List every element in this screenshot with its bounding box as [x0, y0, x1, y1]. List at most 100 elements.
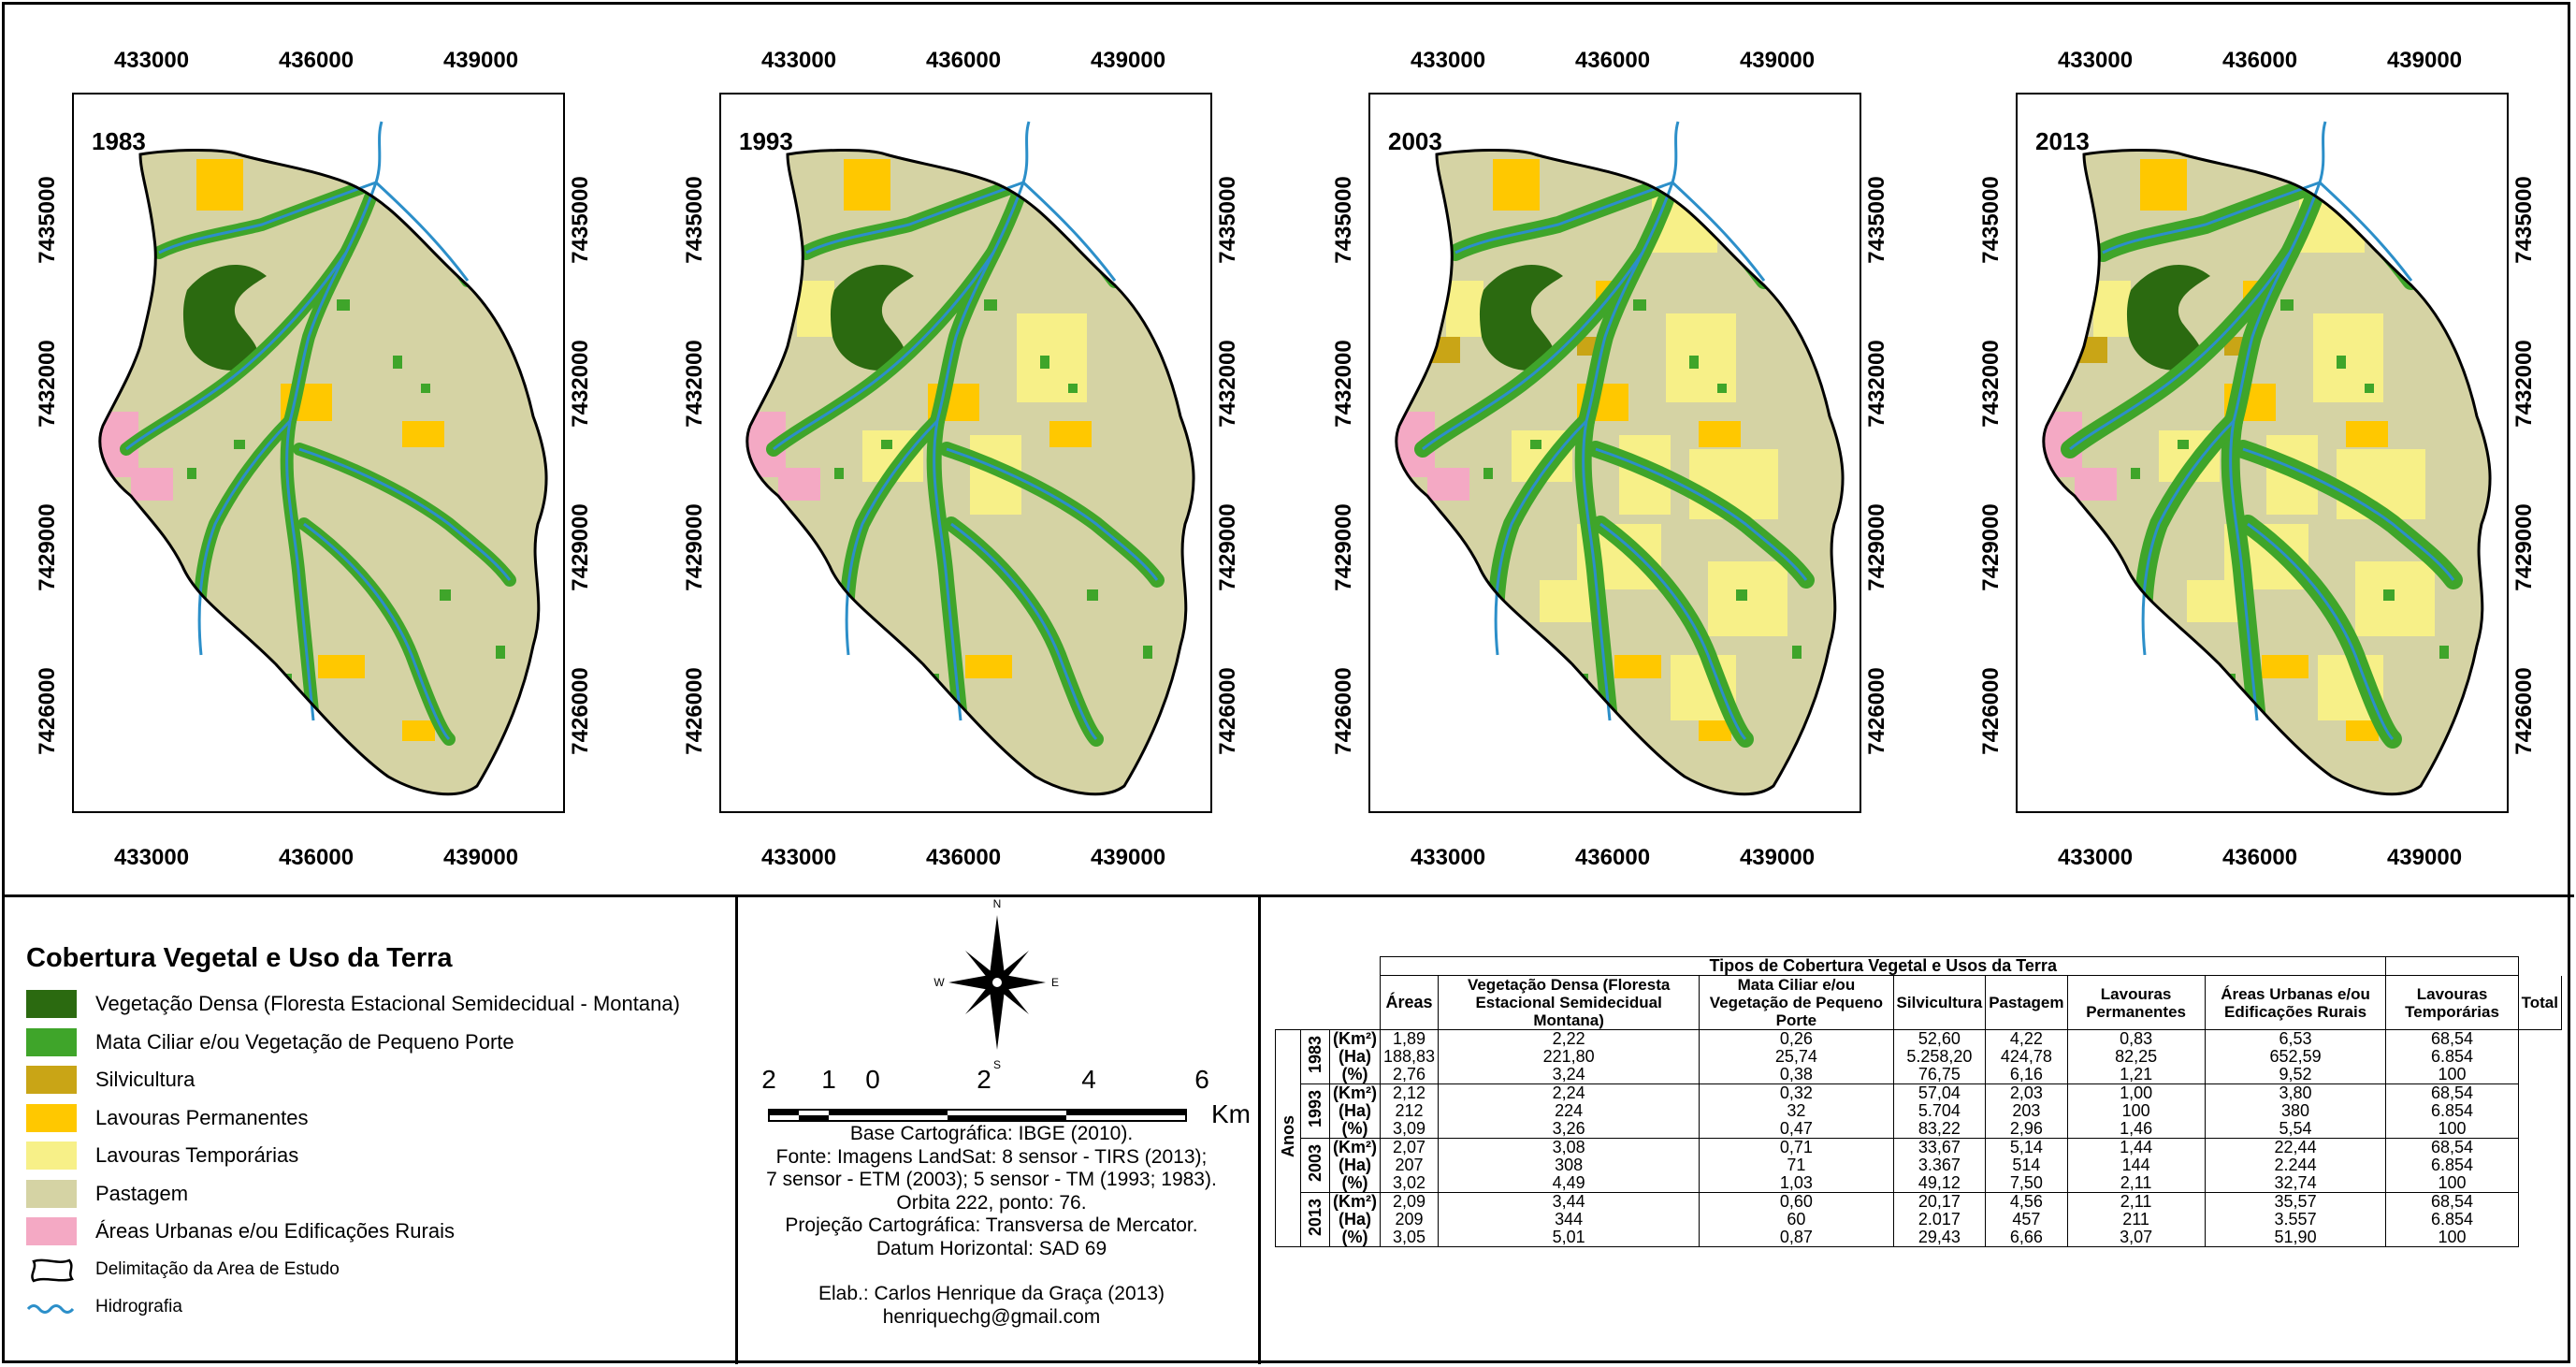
legend-item-hydro: Hidrografia — [26, 1288, 737, 1327]
scale-bar: 2 1 0 2 4 6 Km — [761, 1065, 1251, 1128]
y-tick-left: 7426000 — [35, 667, 60, 754]
y-tick-right: 7426000 — [1864, 667, 1889, 754]
mata-ciliar-patch — [834, 468, 844, 479]
table-value-cell: 1,00 — [2066, 1083, 2206, 1102]
legend-swatch — [26, 1179, 77, 1208]
table-value-cell: 3.557 — [2204, 1211, 2387, 1229]
map-2013: 2013 433000 433000 436000 436000 439000 439000… — [1978, 48, 2537, 870]
land-use-table: Tipos de Cobertura Vegetal e Usos da Ter… — [1275, 956, 2563, 1247]
river-icon — [26, 1304, 75, 1315]
mata-ciliar-patch — [1040, 356, 1049, 369]
scale-tick: 0 — [865, 1065, 880, 1094]
table-value-cell: 100 — [2066, 1102, 2206, 1120]
x-tick-bottom: 433000 — [114, 845, 189, 870]
river-line — [933, 420, 962, 721]
table-unit-cell: (Ha) — [1329, 1048, 1381, 1066]
scale-tick: 1 — [821, 1065, 836, 1094]
river-line — [285, 420, 315, 721]
table-value-cell: 76,75 — [1892, 1066, 1987, 1084]
x-tick-top: 433000 — [2058, 48, 2133, 73]
permanente-patch — [2262, 655, 2308, 678]
mata-ciliar-patch — [2365, 384, 2374, 393]
river-line — [2242, 447, 2455, 581]
river-line — [950, 522, 1098, 741]
map-year-label: 2013 — [2035, 127, 2090, 155]
mata-ciliar-patch — [2439, 646, 2449, 659]
x-tick-top: 439000 — [2387, 48, 2462, 73]
river-line — [1422, 252, 1644, 451]
river-line — [1454, 181, 1673, 254]
table-column-header: Silvicultura — [1892, 975, 1987, 1030]
table-value-cell: 3,26 — [1438, 1120, 1700, 1139]
table-value-cell: 3,80 — [2204, 1083, 2387, 1102]
table-value-cell: 20,17 — [1892, 1192, 1987, 1211]
legend-label: Vegetação Densa (Floresta Estacional Sem… — [95, 992, 680, 1016]
table-value-cell: 6,53 — [2204, 1029, 2387, 1048]
table-value-cell: 1,46 — [2066, 1120, 2206, 1139]
table-value-cell: 22,44 — [2204, 1138, 2387, 1156]
table-value-cell: 0,26 — [1699, 1029, 1894, 1048]
legend-label: Mata Ciliar e/ou Vegetação de Pequeno Po… — [95, 1029, 514, 1054]
table-year-cell: 1983 — [1300, 1029, 1330, 1084]
x-tick-top: 439000 — [1740, 48, 1815, 73]
table-year-cell: 2003 — [1300, 1138, 1330, 1193]
urbana-patch — [131, 468, 173, 501]
mata-ciliar-patch — [1143, 646, 1152, 659]
table-row: (Ha) 188,83 221,80 25,74 5.258,20 424,78 82,25… — [1276, 1048, 2562, 1066]
permanente-patch — [2346, 720, 2379, 741]
table-unit-cell: (%) — [1329, 1066, 1381, 1084]
table-unit-cell: (%) — [1329, 1120, 1381, 1139]
mata-ciliar-patch — [2337, 356, 2346, 369]
legend-label: Lavouras Permanentes — [95, 1105, 309, 1129]
y-tick-left: 7435000 — [35, 176, 60, 263]
x-tick-top: 433000 — [114, 48, 189, 73]
mata-ciliar-patch — [2178, 440, 2189, 449]
table-column-header: Vegetação Densa (Floresta Estacional Sem… — [1438, 975, 1700, 1030]
y-tick-left: 7435000 — [1978, 176, 2004, 263]
table-value-cell: 344 — [1438, 1211, 1700, 1229]
table-value-cell: 380 — [2204, 1102, 2387, 1120]
table-value-cell: 2,22 — [1438, 1029, 1700, 1048]
permanente-patch — [2346, 421, 2388, 447]
y-tick-right: 7432000 — [568, 340, 593, 427]
y-tick-left: 7429000 — [1331, 503, 1356, 590]
legend-label: Áreas Urbanas e/ou Edificações Rurais — [95, 1219, 455, 1243]
table-value-cell: 514 — [1985, 1156, 2068, 1174]
river-line — [1599, 522, 1747, 741]
table-value-cell: 2,03 — [1985, 1083, 2068, 1102]
table-value-cell: 2.017 — [1892, 1211, 1987, 1229]
y-tick-right: 7429000 — [2511, 503, 2537, 590]
x-tick-top: 433000 — [1411, 48, 1485, 73]
legend-item: Pastagem — [26, 1175, 737, 1214]
table-value-cell: 3,07 — [2066, 1229, 2206, 1247]
table-value-cell: 3,09 — [1379, 1120, 1440, 1139]
table-value-cell: 0,71 — [1699, 1138, 1894, 1156]
table-value-cell: 6,66 — [1985, 1229, 2068, 1247]
x-tick-bottom: 433000 — [1411, 845, 1485, 870]
y-tick-right: 7429000 — [568, 503, 593, 590]
river-line — [2229, 420, 2259, 721]
table-row: Anos 1983 (Km²) 1,89 2,22 0,26 52,60 4,22 0,83 6,… — [1275, 1029, 2562, 1247]
vegetacao-densa-patch — [830, 265, 914, 371]
basin-boundary — [1395, 148, 1845, 796]
table-column-header: Lavouras Temporárias — [2385, 975, 2519, 1030]
table-value-cell: 6,16 — [1985, 1066, 2068, 1084]
permanente-patch — [844, 159, 890, 211]
table-row: 2003 (Km²) 2,07 3,08 0,71 33,67 5,14 1,44 22,44 6… — [1276, 1138, 2562, 1193]
vegetacao-densa-patch — [182, 265, 267, 371]
legend-label: Pastagem — [95, 1181, 189, 1205]
table-row: (Ha) 207 308 71 3.367 514 144 2.244 6.854 — [1276, 1156, 2562, 1174]
table-value-cell: 0,38 — [1699, 1066, 1894, 1084]
map-1993: 1993 433000 433000 436000 436000 439000 439000… — [682, 48, 1240, 870]
mata-ciliar-patch — [1717, 384, 1727, 393]
vegetacao-densa-patch — [2126, 265, 2210, 371]
table-value-cell: 1,89 — [1379, 1029, 1440, 1048]
river-line — [303, 522, 451, 741]
table-row: (Ha) 209 344 60 2.017 457 211 3.557 6.854 — [1276, 1211, 2562, 1229]
table-value-cell: 1,21 — [2066, 1066, 2206, 1084]
temporaria-patch — [1446, 281, 1483, 337]
table-value-cell: 2,11 — [2066, 1192, 2206, 1211]
compass-w: W — [933, 976, 945, 989]
mata-ciliar-patch — [984, 299, 997, 311]
